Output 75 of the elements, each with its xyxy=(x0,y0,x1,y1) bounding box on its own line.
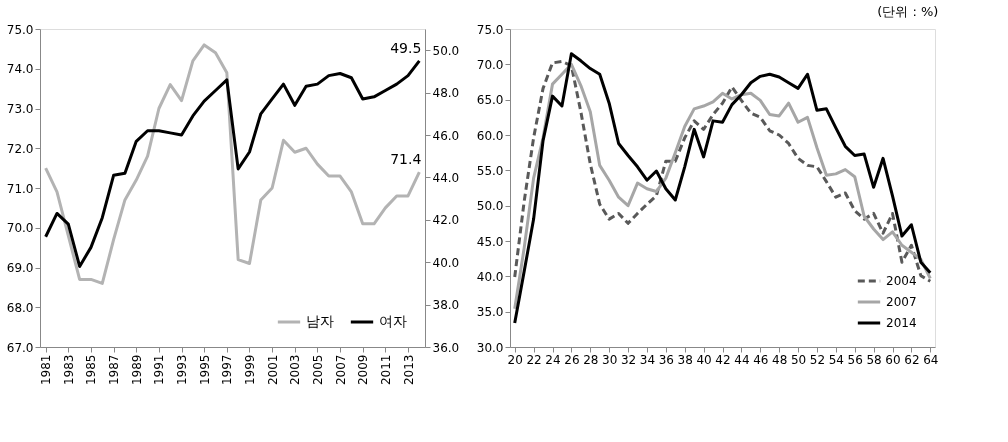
x-tick-label: 34 xyxy=(639,352,656,367)
y-tick-label: 69.0 xyxy=(6,261,34,275)
x-tick-label: 1981 xyxy=(39,354,54,386)
y2-tick-label: 40.0 xyxy=(432,255,460,270)
y-tick-label: 60.0 xyxy=(476,128,504,143)
x-tick-label: 1987 xyxy=(107,354,122,386)
y-tick-label: 67.0 xyxy=(6,340,34,355)
x-tick-label: 1985 xyxy=(84,354,99,386)
y-tick-label: 35.0 xyxy=(476,305,504,320)
x-tick-label: 1989 xyxy=(129,354,144,386)
y2-tick-label: 44.0 xyxy=(432,170,460,185)
x-tick-label: 1983 xyxy=(61,354,76,386)
y-tick-label: 75.0 xyxy=(476,22,504,37)
data-label: 49.5 xyxy=(390,39,422,56)
y-tick-label: 72.0 xyxy=(6,141,34,156)
x-tick-label: 54 xyxy=(828,352,844,367)
x-tick-label: 2007 xyxy=(333,354,348,386)
y-tick-label: 71.0 xyxy=(6,181,34,196)
x-tick-label: 52 xyxy=(809,352,826,367)
x-tick-label: 24 xyxy=(545,352,561,367)
text: (단위 : %) xyxy=(877,3,939,19)
x-tick-label: 62 xyxy=(904,352,920,367)
y-tick-label: 45.0 xyxy=(476,234,504,249)
x-tick-label: 58 xyxy=(866,352,882,367)
y-tick-label: 55.0 xyxy=(476,163,504,178)
x-tick-label: 50 xyxy=(790,352,807,367)
y-tick-label: 68.0 xyxy=(6,300,34,315)
y-tick-label: 40.0 xyxy=(476,269,504,284)
x-tick-label: 2011 xyxy=(378,354,393,386)
y2-tick-label: 46.0 xyxy=(432,128,460,143)
legend-label: 남자 xyxy=(306,313,334,329)
y-tick-label: 74.0 xyxy=(6,62,34,77)
y2-tick-label: 38.0 xyxy=(432,298,460,313)
y-tick-label: 50.0 xyxy=(476,199,504,214)
y-tick-label: 70.0 xyxy=(476,57,504,72)
x-tick-label: 38 xyxy=(677,352,693,367)
x-tick-label: 46 xyxy=(753,352,769,367)
y2-tick-label: 50.0 xyxy=(432,43,460,58)
x-tick-label: 42 xyxy=(715,352,731,367)
y-tick-label: 73.0 xyxy=(6,102,34,116)
x-tick-label: 1991 xyxy=(152,354,167,386)
x-tick-label: 40 xyxy=(696,352,712,367)
x-tick-label: 48 xyxy=(772,352,788,367)
y-tick-label: 65.0 xyxy=(476,93,504,108)
x-tick-label: 32 xyxy=(620,352,637,367)
y2-tick-label: 48.0 xyxy=(432,86,460,101)
x-tick-label: 2003 xyxy=(288,354,303,386)
x-tick-label: 1999 xyxy=(242,354,257,386)
y-tick-label: 75.0 xyxy=(6,22,34,37)
data-label: 71.4 xyxy=(390,151,422,168)
x-tick-label: 20 xyxy=(507,352,523,367)
legend-label: 여자 xyxy=(379,313,407,329)
legend-label: 2004 xyxy=(886,274,917,288)
x-tick-label: 1995 xyxy=(197,354,212,386)
x-tick-label: 22 xyxy=(526,352,542,367)
x-tick-label: 30 xyxy=(602,352,618,367)
legend-label: 2014 xyxy=(886,316,917,330)
x-tick-label: 2005 xyxy=(310,354,325,386)
x-tick-label: 56 xyxy=(847,352,863,367)
y2-tick-label: 36.0 xyxy=(432,340,460,355)
x-tick-label: 1993 xyxy=(175,354,190,386)
legend-label: 2007 xyxy=(886,295,917,309)
x-tick-label: 44 xyxy=(734,352,750,367)
x-tick-label: 26 xyxy=(564,352,580,367)
x-tick-label: 60 xyxy=(885,352,901,367)
x-tick-label: 28 xyxy=(583,352,599,367)
x-tick-label: 2001 xyxy=(265,354,280,386)
x-tick-label: 2009 xyxy=(356,354,371,386)
x-tick-label: 36 xyxy=(658,352,674,367)
x-tick-label: 1997 xyxy=(220,354,235,386)
y-tick-label: 70.0 xyxy=(6,221,34,236)
x-tick-label: 64 xyxy=(923,352,939,367)
x-tick-label: 2013 xyxy=(401,354,416,386)
y-tick-label: 30.0 xyxy=(476,340,504,355)
y2-tick-label: 42.0 xyxy=(432,213,460,228)
